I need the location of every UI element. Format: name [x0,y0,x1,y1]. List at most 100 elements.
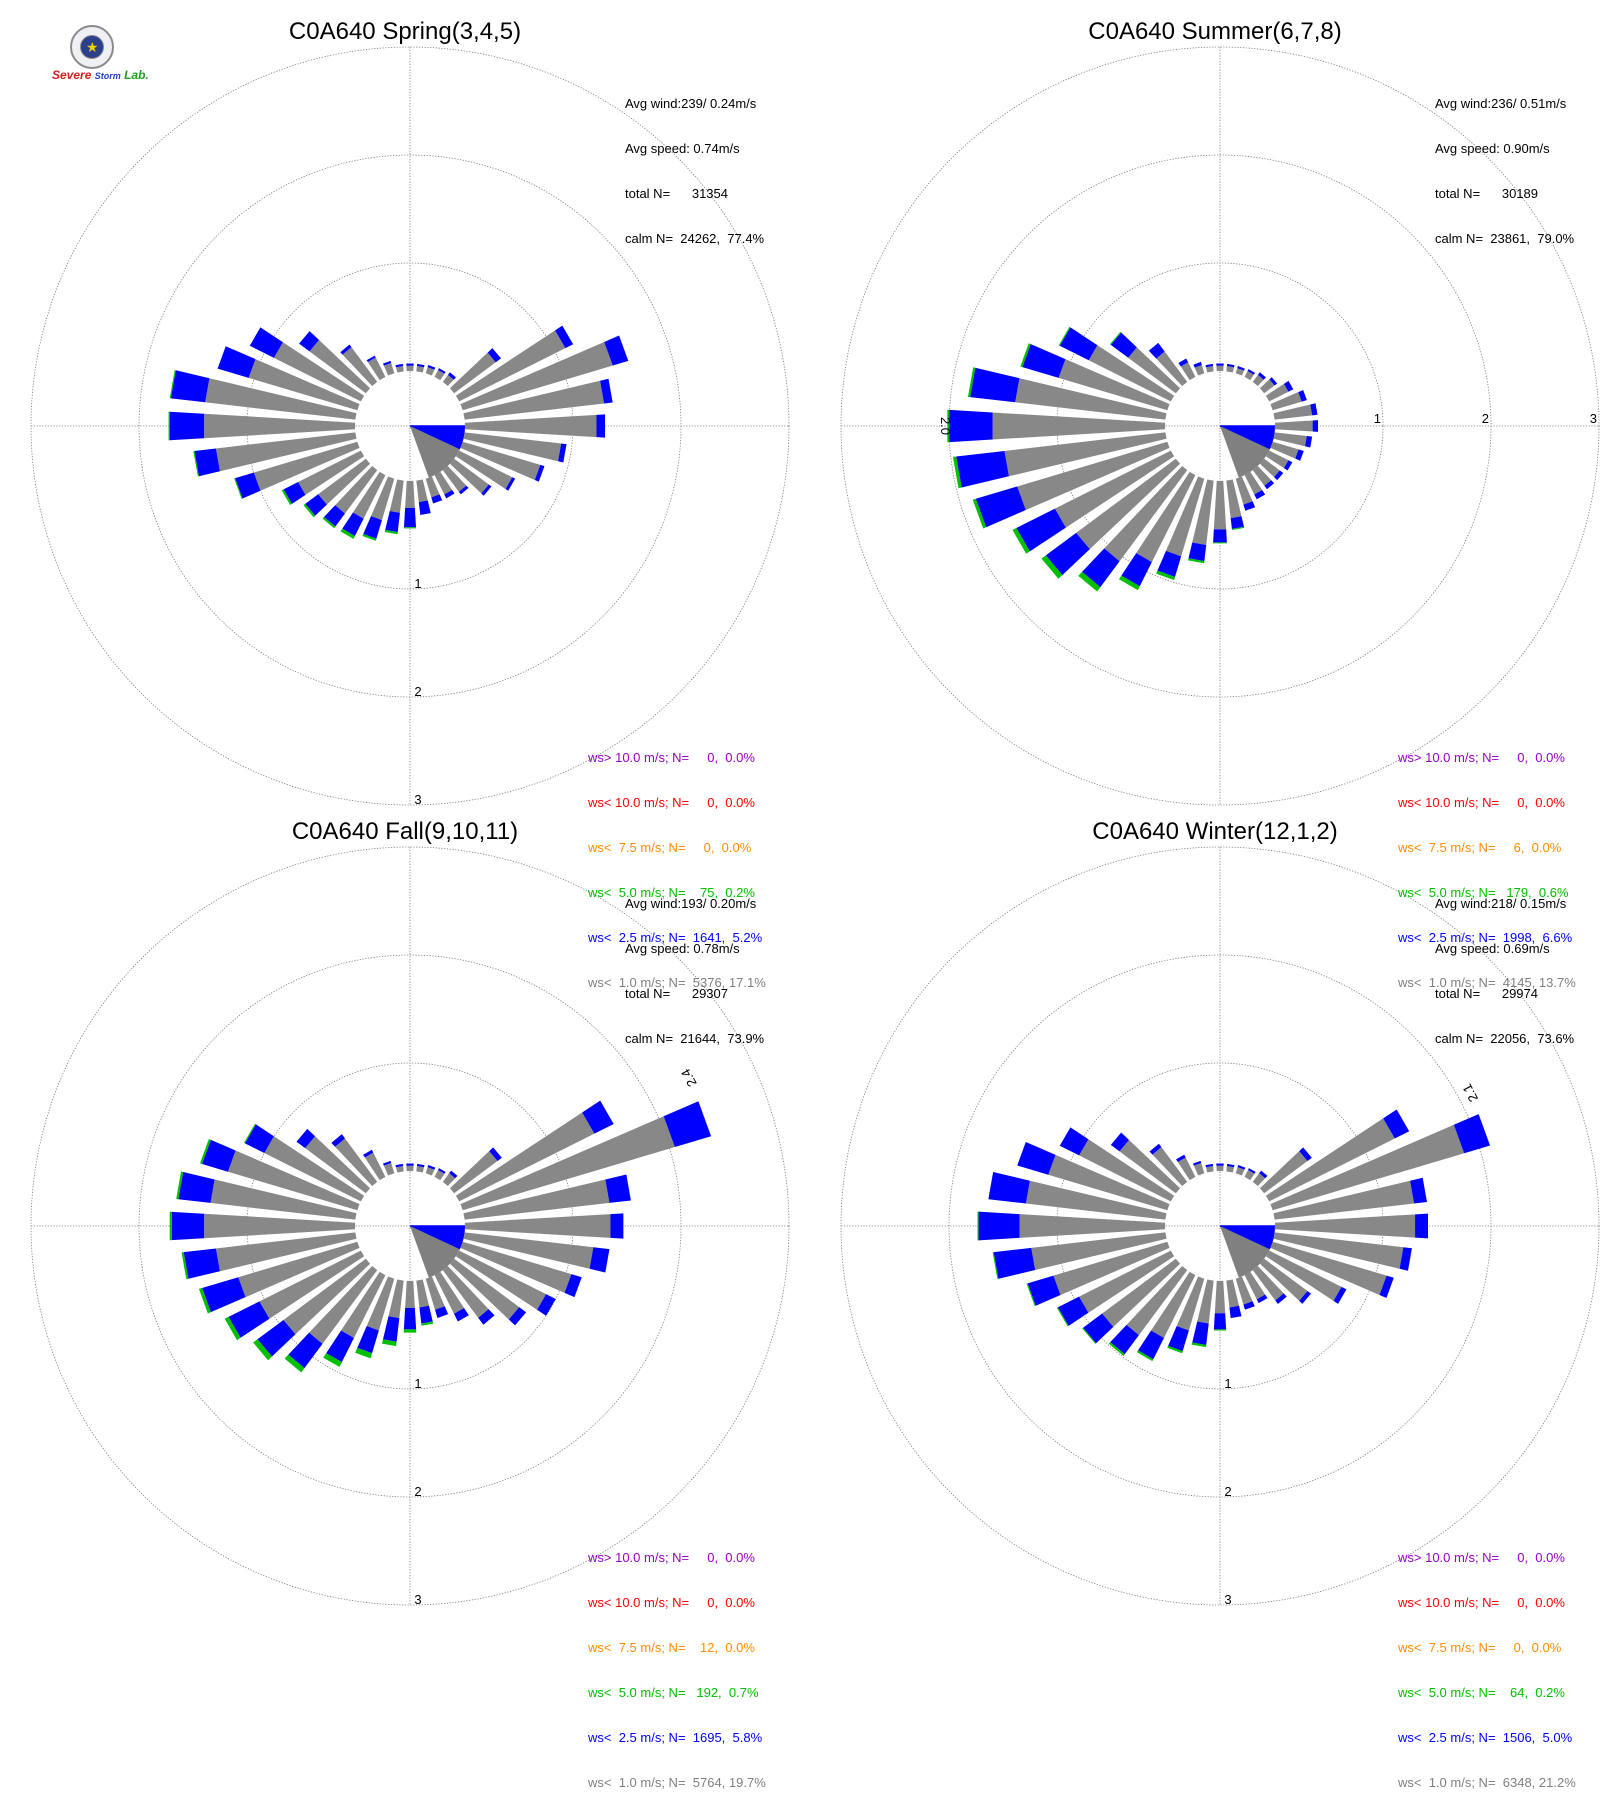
calm-sector-wind [410,1226,465,1250]
petal-250-lt2_5 [1027,1275,1061,1306]
petal-190-lt1 [1192,479,1214,546]
petal-230-lt2_5 [305,494,327,516]
petal-190-lt1 [388,1279,404,1319]
petal-270-lt1 [204,413,356,439]
petal-60-lt1 [455,330,566,402]
petal-260-lt1 [1031,1232,1167,1271]
petal-120-lt1 [455,450,513,489]
petal-180-lt1 [405,480,415,508]
petal-290-lt1 [227,1150,360,1211]
petal-210-lt2_5 [342,512,364,537]
petal-350-lt1 [1206,366,1214,373]
legend-lt2_5: ws< 2.5 m/s; N= 1998, 6.6% [1398,930,1573,945]
petal-350-lt2_5 [1205,1163,1214,1168]
legend-lt10: ws< 10.0 m/s; N= 0, 0.0% [588,1595,755,1610]
legend-lt1: ws< 1.0 m/s; N= 4145, 13.7% [1398,975,1576,990]
petal-90-lt2_5 [610,1213,624,1239]
ring-label-2: 2 [1482,411,1489,426]
petal-40-lt2_5 [449,1170,458,1179]
petal-80-lt1 [463,380,605,420]
petal-0-lt2_5 [1216,1163,1224,1166]
petal-180-lt2_5 [1213,1313,1227,1330]
petal-70-lt2_5 [663,1101,712,1148]
petal-130-lt1 [1259,1258,1308,1301]
petal-180-lt5 [1213,1329,1227,1331]
petal-240-lt1 [1079,1250,1175,1313]
petal-290-lt1 [248,359,360,411]
petal-200-lt1 [371,476,395,521]
petal-30-lt1 [434,1170,445,1181]
petal-140-lt2_5 [458,485,469,495]
petal-210-lt2_5 [1138,1330,1164,1360]
petal-240-lt1 [1054,450,1175,528]
petal-180-lt5 [1213,542,1227,544]
petal-280-lt5 [169,369,176,399]
petal-210-lt5 [1118,575,1140,591]
star-icon: ★ [86,39,99,55]
petal-150-lt2_5 [1256,1294,1268,1304]
petal-150-lt1 [1244,471,1263,495]
petal-270-lt1 [1019,1214,1166,1238]
petal-170-lt2_5 [1229,1305,1242,1319]
petal-290-lt2_5 [217,346,256,378]
petal-50-lt1 [1259,379,1275,394]
petal-330-lt1 [1177,1157,1196,1181]
calm-n: calm N= 23861, 79.0% [1435,231,1575,246]
petal-260-lt5 [992,1252,999,1280]
petal-200-lt2_5 [357,1326,379,1354]
chart-title: C0A640 Winter(12,1,2) [1092,818,1338,845]
petal-170-lt2_5 [418,500,431,515]
petal-320-lt2_5 [1149,1143,1162,1155]
rose-plot-winter: 1 2 3 2.1 [840,846,1600,1607]
petal-290-lt5 [199,1138,211,1165]
petal-240-lt5 [1012,527,1030,554]
petal-210-lt5 [1136,1350,1154,1362]
petal-70-lt1 [460,1116,675,1211]
petal-330-lt1 [1180,362,1196,381]
petal-250-lt5 [1026,1283,1036,1307]
petal-30-lt2_5 [1248,1168,1256,1174]
petal-220-lt5 [1078,571,1101,592]
petal-80-lt1 [1273,404,1313,420]
petal-280-lt2_5 [178,1171,215,1203]
petal-10-lt2_5 [1226,363,1235,368]
petal-20-lt2_5 [427,365,436,370]
petal-30-lt1 [1244,371,1254,381]
petal-110-lt1 [460,1241,572,1293]
petal-150-lt2_5 [444,489,455,499]
petal-10-lt1 [1226,1166,1234,1173]
petal-220-lt1 [335,465,378,514]
petal-180-lt2_5 [403,507,417,528]
petal-190-lt2_5 [1188,542,1207,562]
max-petal-label: 2.4 [678,1066,700,1089]
petal-290-lt2_5 [1017,1141,1056,1175]
petal-40-lt2_5 [1257,372,1266,380]
petal-200-lt2_5 [363,516,382,539]
petal-120-lt1 [1265,450,1289,469]
petal-200-lt1 [1176,1276,1205,1331]
petal-310-lt1 [1119,1139,1181,1194]
legend-lt10: ws< 10.0 m/s; N= 0, 0.0% [588,795,755,810]
petal-330-lt2_5 [1176,1154,1186,1163]
petal-270-lt2_5 [978,1211,1020,1241]
petal-230-lt2_5 [1083,1313,1114,1344]
petal-50-lt1 [1259,1151,1308,1194]
petal-40-lt1 [1252,374,1264,387]
petal-270-lt2_5 [169,411,205,441]
petal-110-lt1 [1270,1241,1387,1296]
petal-170-lt2_5 [1230,516,1245,529]
petal-280-lt1 [1015,378,1167,420]
petal-230-lt1 [1076,458,1181,550]
petal-40-lt1 [1252,1173,1266,1187]
calm-sector-wind [1220,1226,1275,1250]
petal-60-lt2_5 [1283,380,1294,392]
avg-speed: Avg speed: 0.69m/s [1435,941,1550,956]
petal-210-lt2_5 [1121,553,1152,587]
petal-260-lt2_5 [956,450,1009,488]
petal-60-lt2_5 [1383,1109,1410,1139]
petal-50-lt1 [449,352,496,394]
petal-240-lt2_5 [1057,1296,1089,1326]
petal-240-lt2_5 [1016,508,1066,552]
petal-130-lt1 [449,458,489,494]
max-petal-label: 2.1 [1459,1081,1481,1104]
